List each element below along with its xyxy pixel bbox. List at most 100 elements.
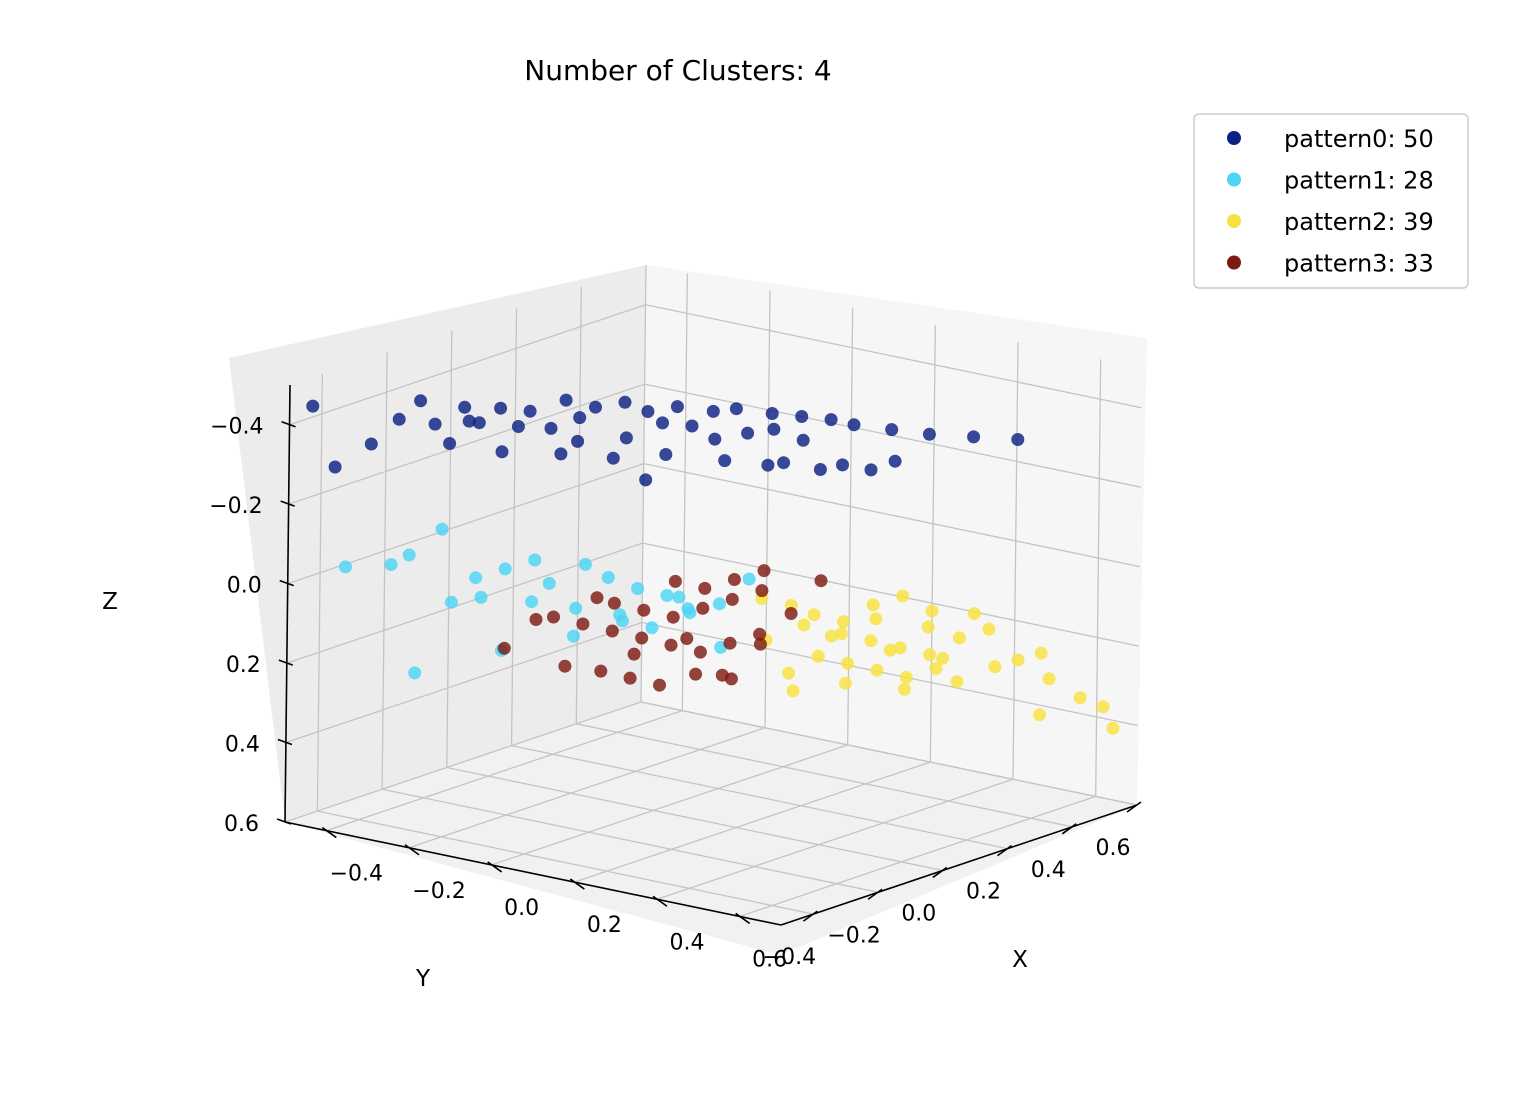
scatter-point bbox=[339, 560, 352, 574]
scatter-point bbox=[727, 573, 741, 586]
scatter-point bbox=[777, 456, 791, 470]
grid-line-x-floor bbox=[326, 709, 683, 832]
scatter-point bbox=[725, 592, 739, 606]
y-tick-label: 0.4 bbox=[1031, 858, 1066, 883]
z-tick-mark bbox=[277, 738, 293, 746]
legend-item: pattern2: 39 bbox=[1227, 208, 1434, 236]
scatter-point bbox=[864, 634, 878, 648]
x-tick-mark bbox=[652, 895, 668, 907]
scatter-point bbox=[883, 643, 897, 657]
scatter-point bbox=[328, 460, 342, 474]
scatter-point bbox=[635, 631, 649, 645]
y-tick-label: −0.4 bbox=[763, 945, 816, 970]
scatter-point bbox=[594, 664, 608, 678]
grid-line-z-right bbox=[645, 304, 1142, 409]
scatter-point bbox=[1096, 700, 1110, 714]
scatter-point bbox=[841, 656, 855, 670]
scatter-point bbox=[443, 437, 457, 450]
scatter-point bbox=[761, 458, 775, 472]
scatter-point bbox=[435, 522, 449, 536]
scatter-point bbox=[589, 400, 602, 414]
scatter-point bbox=[929, 662, 943, 675]
series-0 bbox=[306, 393, 1025, 487]
y-axis-line bbox=[780, 804, 1138, 926]
scatter-point bbox=[554, 447, 568, 461]
legend-marker bbox=[1227, 172, 1241, 187]
x-tick-label: −0.2 bbox=[412, 879, 465, 904]
series-3 bbox=[497, 564, 828, 692]
scatter-point bbox=[529, 613, 543, 626]
scatter-point bbox=[428, 417, 442, 431]
scatter-point bbox=[885, 423, 899, 437]
scatter-point bbox=[813, 463, 827, 476]
scatter-point bbox=[306, 399, 320, 413]
legend-item: pattern0: 50 bbox=[1227, 125, 1434, 153]
series-2 bbox=[755, 589, 1120, 735]
scatter-point bbox=[1034, 646, 1048, 660]
chart-panes bbox=[229, 265, 1147, 955]
x-tick-mark bbox=[321, 826, 337, 839]
grid-line-z-right bbox=[640, 701, 1138, 806]
z-tick-label: 0.2 bbox=[226, 653, 261, 678]
scatter-point bbox=[670, 400, 684, 414]
scatter-point bbox=[835, 627, 848, 641]
z-axis-label: Z bbox=[102, 589, 118, 615]
scatter-point bbox=[402, 548, 416, 562]
grid-line-z-right bbox=[643, 462, 1140, 568]
scatter-point bbox=[896, 589, 910, 603]
z-tick-label: 0.0 bbox=[227, 574, 262, 599]
grid-line-x-wall bbox=[929, 325, 936, 763]
scatter-point bbox=[866, 598, 880, 612]
grid-line-x-floor bbox=[491, 744, 848, 866]
grid-line-x-floor bbox=[656, 778, 1014, 900]
scatter-point bbox=[797, 618, 811, 632]
scatter-point bbox=[664, 638, 678, 652]
scatter-point bbox=[618, 395, 632, 409]
scatter-point bbox=[472, 416, 486, 430]
grid-line-z-left bbox=[284, 701, 642, 823]
x-tick-mark bbox=[569, 878, 585, 890]
scatter-point bbox=[967, 430, 981, 444]
scatter-point bbox=[660, 589, 674, 602]
scatter-point bbox=[637, 603, 651, 617]
scatter-point bbox=[613, 608, 627, 622]
z-tick-label: −0.2 bbox=[209, 494, 262, 519]
x-axis-line bbox=[284, 821, 782, 926]
scatter-point bbox=[967, 607, 981, 621]
scatter-point bbox=[888, 454, 902, 468]
scatter-point bbox=[605, 624, 619, 638]
grid-line-x-wall bbox=[1095, 359, 1102, 797]
x-tick-label: −0.4 bbox=[330, 862, 383, 887]
grid-line-x-wall bbox=[764, 290, 771, 728]
grid-line-y-wall bbox=[316, 374, 324, 812]
z-tick-label: 0.4 bbox=[225, 733, 260, 758]
scatter-point bbox=[923, 648, 937, 662]
scatter-point bbox=[576, 617, 590, 631]
scatter-point bbox=[444, 595, 458, 609]
scatter-point bbox=[982, 622, 996, 636]
scatter-point bbox=[495, 445, 509, 459]
scatter-point bbox=[753, 627, 767, 641]
scatter-point bbox=[950, 675, 964, 689]
scatter-point bbox=[753, 637, 767, 651]
scatter-point bbox=[627, 647, 641, 661]
grid-line-z-left bbox=[288, 383, 645, 505]
grid-line-y-wall bbox=[575, 286, 582, 724]
scatter-point bbox=[547, 610, 560, 624]
series-1 bbox=[339, 522, 756, 680]
scatter-point bbox=[925, 604, 939, 618]
scatter-point bbox=[680, 632, 694, 645]
scatter-point bbox=[796, 433, 810, 447]
legend-entries: pattern0: 50 pattern1: 28 pattern2: 39 patt… bbox=[1227, 125, 1434, 278]
scatter-point bbox=[528, 553, 542, 567]
scatter-point bbox=[573, 411, 587, 425]
scatter-point bbox=[511, 420, 525, 433]
scatter-point bbox=[899, 670, 913, 684]
grid-line-y-wall bbox=[381, 352, 388, 790]
scatter-point bbox=[1011, 433, 1025, 446]
scatter-point bbox=[656, 416, 669, 430]
x-tick-mark bbox=[735, 912, 751, 925]
scatter-point bbox=[811, 649, 825, 663]
scatter-point bbox=[718, 454, 732, 468]
scatter-point bbox=[414, 394, 428, 408]
